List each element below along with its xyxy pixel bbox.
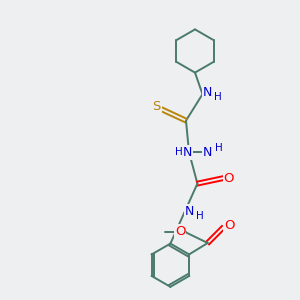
Text: H: H bbox=[214, 92, 222, 102]
Text: N: N bbox=[184, 205, 194, 218]
Text: O: O bbox=[224, 219, 235, 232]
Text: N: N bbox=[183, 146, 192, 159]
Text: N: N bbox=[203, 146, 213, 159]
Text: S: S bbox=[152, 100, 160, 113]
Text: H: H bbox=[215, 143, 223, 154]
Text: H: H bbox=[196, 211, 203, 221]
Text: O: O bbox=[224, 172, 234, 185]
Text: H: H bbox=[175, 147, 182, 157]
Text: O: O bbox=[175, 225, 185, 239]
Text: N: N bbox=[203, 86, 213, 99]
